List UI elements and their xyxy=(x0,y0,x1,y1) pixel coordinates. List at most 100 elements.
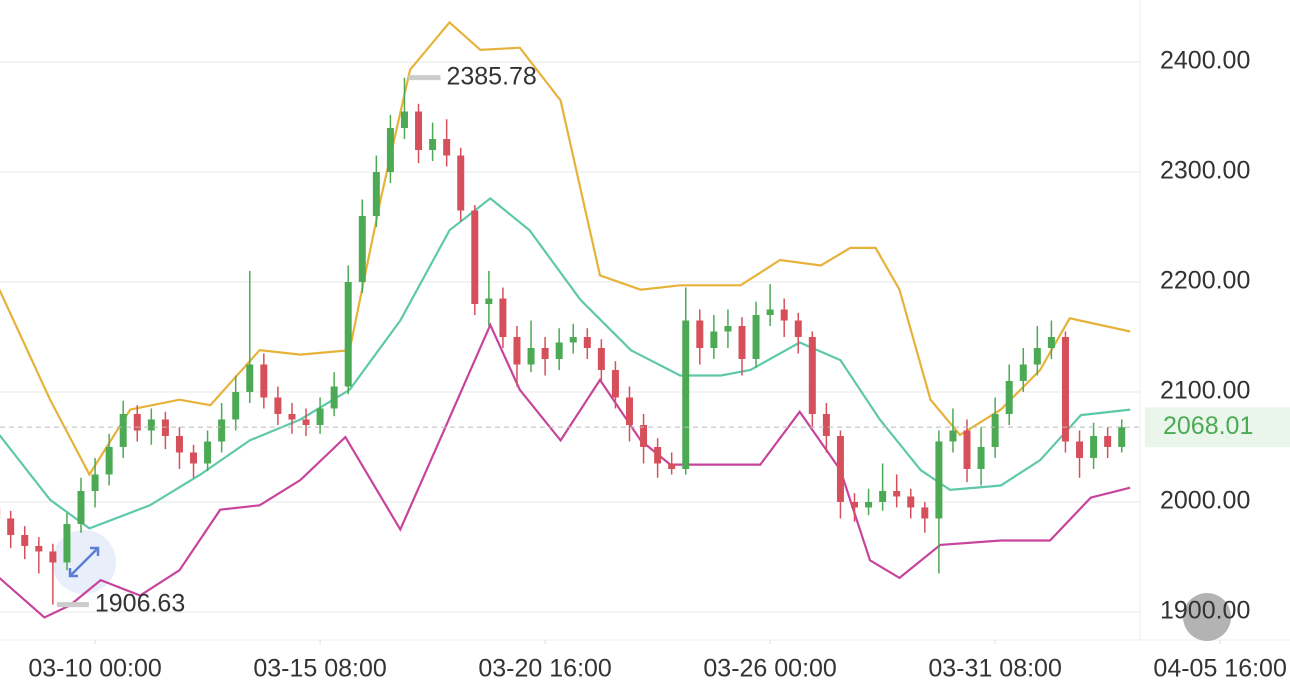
candle-body xyxy=(119,413,127,447)
candle-body xyxy=(232,391,240,420)
candle-body xyxy=(147,419,155,431)
min-label: 1906.63 xyxy=(95,589,185,617)
last-price-label: 2068.01 xyxy=(1163,412,1253,440)
candle-body xyxy=(991,413,999,447)
x-tick-label: 03-10 00:00 xyxy=(28,655,161,683)
candle-body xyxy=(1019,364,1027,381)
candle-body xyxy=(344,282,352,387)
candle-body xyxy=(372,172,380,217)
candle-body xyxy=(260,364,268,398)
x-tick-label: 03-15 08:00 xyxy=(253,655,386,683)
candle-body xyxy=(204,441,212,464)
candle-body xyxy=(865,501,873,508)
candle-body xyxy=(583,336,591,348)
candle-body xyxy=(935,441,943,519)
candle-body xyxy=(429,139,437,151)
candle-body xyxy=(724,325,732,332)
candle-body xyxy=(499,298,507,337)
y-tick-label: 2000.00 xyxy=(1160,487,1250,515)
candle-body xyxy=(1118,427,1126,447)
candle-body xyxy=(274,397,282,414)
logo xyxy=(1183,593,1231,641)
candle-body xyxy=(977,446,985,469)
candle-body xyxy=(879,490,887,502)
candle-body xyxy=(682,320,690,469)
x-tick-label: 04-05 16:00 xyxy=(1153,655,1286,683)
candle-body xyxy=(1005,380,1013,414)
candle-body xyxy=(738,325,746,359)
candle-body xyxy=(1104,435,1112,447)
candle-body xyxy=(907,496,915,508)
candle-body xyxy=(640,424,648,447)
y-tick-label: 2300.00 xyxy=(1160,157,1250,185)
candle-body xyxy=(527,347,535,365)
candle-body xyxy=(175,435,183,453)
candle-body xyxy=(457,155,465,211)
x-tick-label: 03-20 16:00 xyxy=(478,655,611,683)
candle-body xyxy=(7,518,15,535)
x-tick-label: 03-31 08:00 xyxy=(928,655,1061,683)
band-line xyxy=(0,322,1131,619)
candle-body xyxy=(921,507,929,519)
y-tick-label: 2100.00 xyxy=(1160,377,1250,405)
candle-body xyxy=(822,413,830,436)
candle-body xyxy=(597,347,605,370)
candle-body xyxy=(555,342,563,359)
candle-body xyxy=(443,139,451,156)
candle-body xyxy=(386,128,394,173)
band-line xyxy=(0,196,1131,530)
candle-body xyxy=(794,320,802,337)
candle-body xyxy=(400,111,408,129)
last-price-tag xyxy=(1145,407,1290,448)
candle-body xyxy=(35,545,43,552)
candle-body xyxy=(668,463,676,469)
candle-body xyxy=(696,320,704,348)
candle-body xyxy=(21,534,29,546)
candle-body xyxy=(836,435,844,502)
candle-body xyxy=(1033,347,1041,365)
y-tick-label: 1900.00 xyxy=(1160,597,1250,625)
candle-body xyxy=(218,419,226,442)
candle-body xyxy=(625,397,633,425)
candle-body xyxy=(851,501,859,508)
candle-body xyxy=(654,446,662,464)
candle-body xyxy=(288,413,296,420)
candle-body xyxy=(513,336,521,365)
candle-body xyxy=(963,430,971,469)
candle-body xyxy=(161,419,169,436)
candle-body xyxy=(1047,336,1055,348)
candle-body xyxy=(766,309,774,315)
candle-body xyxy=(63,523,71,563)
band-line xyxy=(0,20,1131,477)
candle-body xyxy=(105,446,113,475)
candle-body xyxy=(710,331,718,348)
candle-body xyxy=(471,210,479,304)
candle-body xyxy=(949,430,957,442)
candle-body xyxy=(415,111,423,151)
y-tick-label: 2200.00 xyxy=(1160,267,1250,295)
candle-body xyxy=(246,364,254,392)
candle-body xyxy=(302,419,310,425)
candle-body xyxy=(611,369,619,398)
candle-body xyxy=(752,314,760,359)
candle-body xyxy=(91,474,99,491)
candle-body xyxy=(77,490,85,524)
candle-body xyxy=(358,216,366,283)
candle-body xyxy=(190,452,198,464)
candle-body xyxy=(1090,435,1098,458)
candle-body xyxy=(49,551,57,563)
expand-icon xyxy=(68,546,100,578)
candle-body xyxy=(808,336,816,414)
candle-body xyxy=(893,490,901,497)
candle-body xyxy=(541,347,549,359)
y-tick-label: 2400.00 xyxy=(1160,47,1250,75)
candle-body xyxy=(780,309,788,321)
candle-body xyxy=(485,298,493,304)
candle-body xyxy=(1061,336,1069,442)
candle-body xyxy=(1076,441,1084,458)
x-tick-label: 03-26 00:00 xyxy=(703,655,836,683)
candle-body xyxy=(316,408,324,425)
candle-body xyxy=(133,413,141,431)
